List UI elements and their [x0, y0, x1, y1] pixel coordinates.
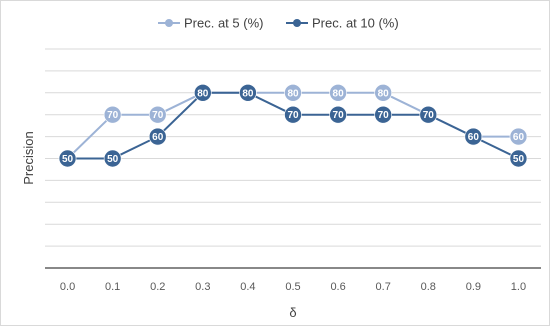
data-label: 70 [287, 110, 299, 121]
data-label: 70 [423, 110, 435, 121]
data-label: 80 [242, 88, 254, 99]
axis-layer: 0.0 0.1 0.2 0.3 0.4 0.5 0.6 0.7 0.8 0.9 1.0 [45, 268, 541, 293]
x-tick-label: 0.6 [330, 281, 345, 293]
legend-swatch-marker [165, 19, 173, 27]
x-tick-label: 0.4 [240, 281, 255, 293]
grid-layer [45, 49, 541, 246]
data-label: 60 [152, 132, 164, 143]
legend-item-1: Prec. at 5 (%) [158, 16, 263, 31]
data-label: 70 [107, 110, 119, 121]
data-label: 50 [62, 154, 74, 165]
series-line [68, 93, 519, 159]
legend-label: Prec. at 10 (%) [312, 16, 399, 31]
x-tick-label: 0.5 [285, 281, 300, 293]
x-tick-label: 0.3 [195, 281, 210, 293]
x-tick-label: 0.7 [376, 281, 391, 293]
series-1: 50 70 70 80 80 80 80 80 70 60 60 [59, 84, 527, 167]
data-label: 70 [378, 110, 390, 121]
x-tick-label: 0.1 [105, 281, 120, 293]
data-label: 60 [468, 132, 480, 143]
legend-item-2: Prec. at 10 (%) [286, 16, 399, 31]
x-tick-label: 1.0 [511, 281, 526, 293]
y-axis-title: Precision [21, 131, 36, 184]
x-tick-label: 0.0 [60, 281, 75, 293]
x-axis-title: δ [289, 305, 296, 320]
legend: Prec. at 5 (%) Prec. at 10 (%) [158, 16, 399, 31]
data-label: 50 [107, 154, 119, 165]
legend-label: Prec. at 5 (%) [184, 16, 263, 31]
legend-swatch-marker [293, 19, 301, 27]
data-label: 70 [333, 110, 345, 121]
x-tick-label: 0.9 [466, 281, 481, 293]
data-label: 80 [287, 88, 299, 99]
data-label: 80 [197, 88, 209, 99]
x-tick-label: 0.2 [150, 281, 165, 293]
data-label: 50 [513, 154, 525, 165]
data-label: 60 [513, 132, 525, 143]
data-label: 80 [333, 88, 345, 99]
data-label: 80 [378, 88, 390, 99]
data-label: 70 [152, 110, 164, 121]
x-tick-label: 0.8 [421, 281, 436, 293]
